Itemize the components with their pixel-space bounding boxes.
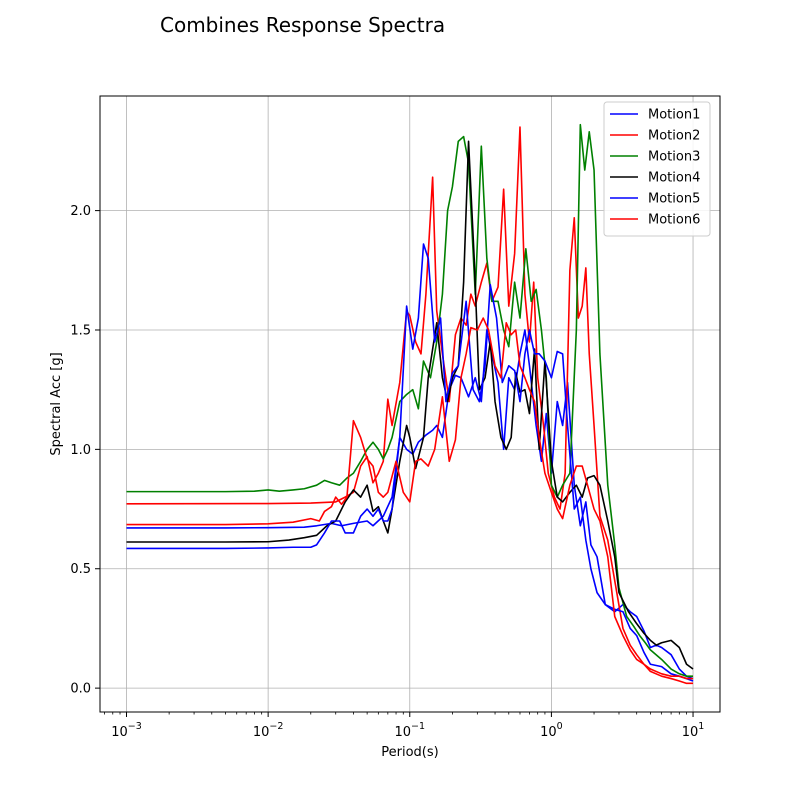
y-axis-label: Spectral Acc [g]: [49, 352, 64, 455]
plot-frame: [99, 95, 721, 713]
legend-entry-label: Motion5: [648, 192, 700, 207]
legend-entry-label: Motion6: [648, 213, 700, 228]
legend-entry-label: Motion1: [648, 108, 700, 123]
legend-entry-label: Motion4: [648, 171, 700, 186]
x-axis-label: Period(s): [381, 745, 438, 760]
x-tick-label: 100: [540, 721, 563, 740]
x-tick-label-exponent: 1: [698, 721, 704, 732]
x-tick-label-exponent: 0: [557, 721, 563, 732]
x-tick-label: 10−1: [394, 721, 425, 740]
legend: Motion1 Motion2 Motion3 Motion4 Motion5 Motio…: [603, 101, 711, 237]
series-line-motion3: [126, 123, 694, 677]
legend-entry-label: Motion2: [648, 129, 700, 144]
y-tick-label: 2.0: [70, 204, 91, 219]
x-tick-label: 10−2: [253, 721, 284, 740]
x-tick-label-base: 10: [111, 725, 128, 740]
series-line-motion4: [126, 140, 694, 670]
chart-title: Combines Response Spectra: [160, 13, 445, 37]
x-tick-label-base: 10: [394, 725, 411, 740]
x-tick-label: 101: [682, 721, 705, 740]
x-tick-label-exponent: −2: [269, 721, 283, 732]
y-axis-ticks: 0.0 0.5 1.0 1.5 2.0: [70, 204, 100, 697]
x-axis-ticks: 10−3 10−2 10−1 100 101: [104, 712, 705, 740]
x-tick-label-base: 10: [540, 725, 557, 740]
y-tick-label: 0.0: [70, 682, 91, 697]
x-tick-label-base: 10: [682, 725, 699, 740]
legend-entry-label: Motion3: [648, 150, 700, 165]
series-line-motion2: [126, 126, 694, 685]
y-tick-label: 0.5: [70, 562, 91, 577]
series-line-motion6: [126, 317, 694, 680]
x-tick-label-exponent: −1: [411, 721, 425, 732]
y-tick-label: 1.5: [70, 323, 91, 338]
x-tick-label-base: 10: [253, 725, 270, 740]
series-line-motion5: [126, 243, 694, 682]
y-tick-label: 1.0: [70, 443, 91, 458]
x-tick-label-exponent: −3: [128, 721, 142, 732]
x-tick-label: 10−3: [111, 721, 142, 740]
series-lines: [126, 123, 694, 685]
